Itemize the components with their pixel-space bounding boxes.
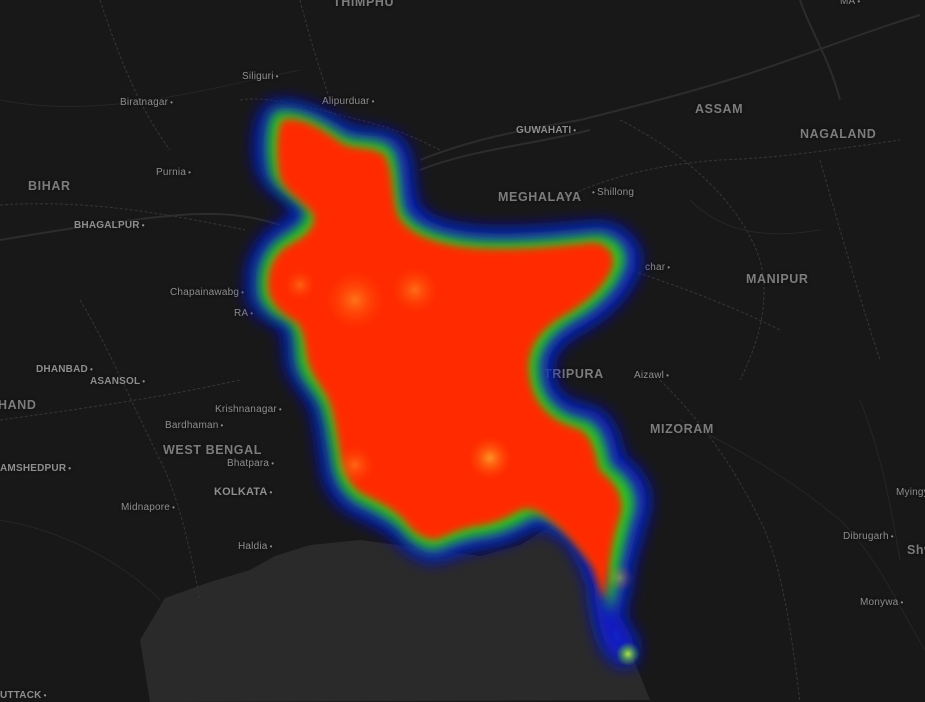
label-siliguri: Siliguri: [242, 71, 279, 82]
label-assam: ASSAM: [695, 102, 744, 116]
label-dibrugarh: MA: [840, 0, 860, 7]
label-alipurduar: Alipurduar: [322, 96, 375, 107]
label-mizoram: MIZORAM: [650, 422, 714, 436]
label-bhagalpur: BHAGALPUR: [74, 220, 145, 231]
label-asansol: ASANSOL: [90, 376, 145, 387]
label-bhatpara: Bhatpara: [227, 458, 274, 469]
label-mandalay: Shwe: [907, 543, 925, 557]
label-rajshahi: RA: [234, 308, 253, 319]
label-krishnanagar: Krishnanagar: [215, 404, 282, 415]
label-aizawl: Aizawl: [634, 370, 669, 381]
label-chapainawabganj: Chapainawabg: [170, 287, 244, 298]
label-jamshedpur: AMSHEDPUR: [0, 463, 71, 474]
label-monywa: Dibrugarh: [843, 531, 894, 542]
label-bihar: BIHAR: [28, 179, 71, 193]
label-shillong: Shillong: [592, 187, 634, 198]
label-west-bengal: WEST BENGAL: [163, 443, 262, 457]
label-midnapore: Midnapore: [121, 502, 175, 513]
label-cuttack: UTTACK: [0, 690, 47, 701]
label-myingyan: Monywa: [860, 597, 903, 608]
label-dhanbad: DHANBAD: [36, 364, 93, 375]
label-shwebo: Myingyan: [896, 487, 925, 498]
label-haldia: Haldia: [238, 541, 273, 552]
label-guwahati: GUWAHATI: [516, 125, 576, 136]
label-meghalaya: MEGHALAYA: [498, 190, 582, 204]
label-silchar: char: [645, 262, 670, 273]
label-tripura: TRIPURA: [544, 367, 604, 381]
label-thimphu: THIMPHU: [333, 0, 395, 9]
label-purnia: Purnia: [156, 167, 191, 178]
label-manipur: MANIPUR: [746, 272, 809, 286]
heatmap-region-bangladesh: [249, 103, 647, 667]
rivers: [0, 0, 921, 241]
borders: [0, 0, 901, 702]
label-kolkata: KOLKATA: [214, 486, 273, 498]
label-jharkhand: HAND: [0, 398, 37, 412]
label-bardhaman: Bardhaman: [165, 420, 224, 431]
label-nagaland: NAGALAND: [800, 127, 877, 141]
bay-of-bengal: [140, 520, 650, 702]
label-biratnagar: Biratnagar: [120, 97, 173, 108]
